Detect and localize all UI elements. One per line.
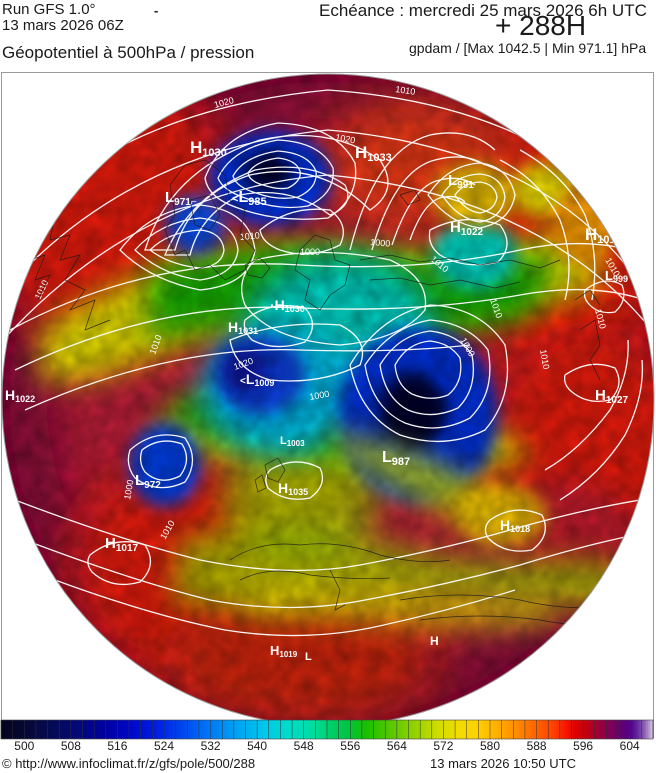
svg-text:540: 540 xyxy=(247,739,267,753)
svg-text:508: 508 xyxy=(61,739,81,753)
svg-text:516: 516 xyxy=(107,739,127,753)
svg-text:572: 572 xyxy=(433,739,453,753)
svg-text:564: 564 xyxy=(387,739,407,753)
svg-text:580: 580 xyxy=(480,739,500,753)
svg-text:532: 532 xyxy=(201,739,221,753)
svg-text:596: 596 xyxy=(573,739,593,753)
svg-text:588: 588 xyxy=(527,739,547,753)
svg-text:604: 604 xyxy=(620,739,640,753)
svg-text:556: 556 xyxy=(340,739,360,753)
svg-text:524: 524 xyxy=(154,739,174,753)
svg-text:500: 500 xyxy=(14,739,34,753)
svg-text:548: 548 xyxy=(294,739,314,753)
